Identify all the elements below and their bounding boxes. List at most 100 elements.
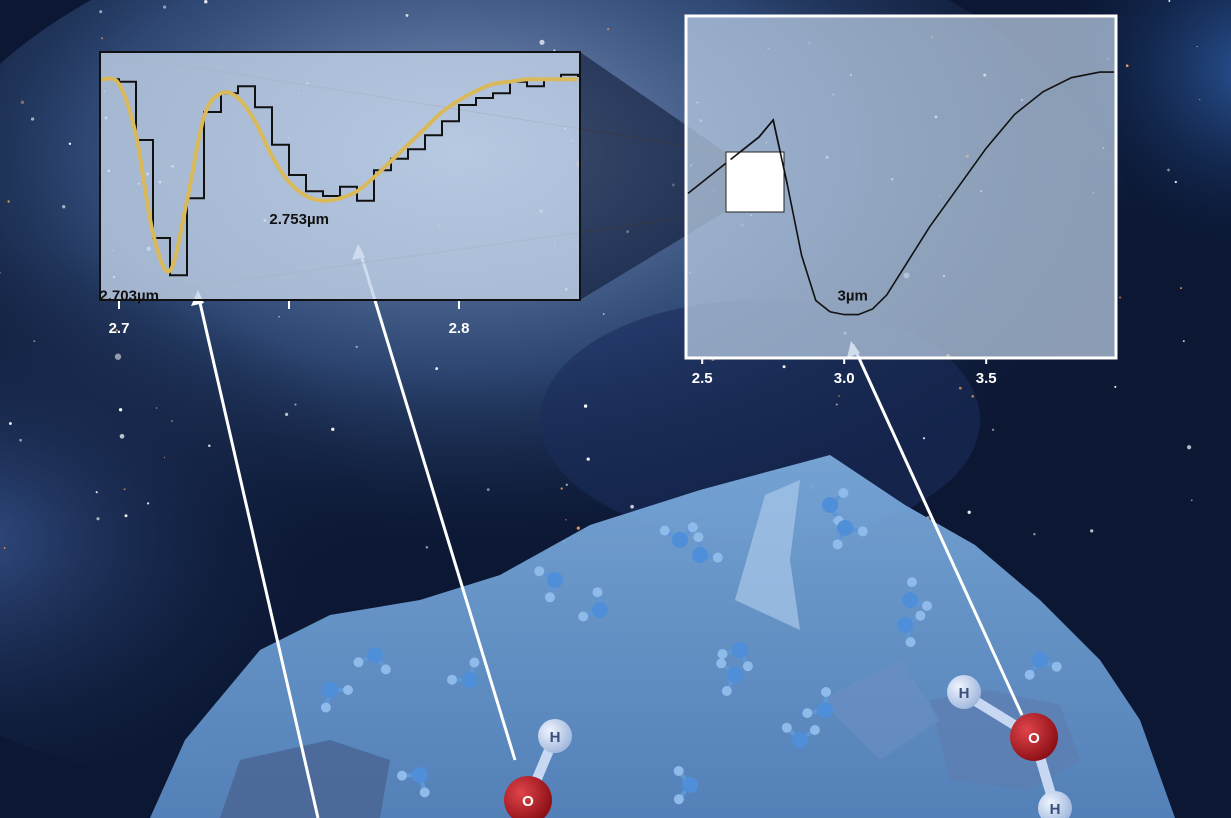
oxygen-atom <box>504 776 552 818</box>
mini-molecule-atom <box>462 672 478 688</box>
star <box>560 487 563 490</box>
star <box>285 412 289 416</box>
star <box>586 457 590 461</box>
mini-molecule-atom <box>832 539 843 550</box>
zoom-wedge <box>580 52 725 300</box>
star <box>991 428 995 431</box>
star <box>208 444 211 447</box>
mini-molecule-atom <box>578 611 589 622</box>
star <box>20 100 25 105</box>
oxygen-label: O <box>522 793 534 810</box>
star <box>1174 180 1177 184</box>
star <box>115 328 118 332</box>
zoom-box <box>725 151 785 213</box>
mini-molecule-atom <box>721 686 732 696</box>
mini-molecule-atom <box>817 702 833 718</box>
mini-molecule-atom <box>897 617 913 633</box>
mini-molecule-atom <box>1024 669 1035 680</box>
star <box>1167 168 1170 172</box>
star <box>62 205 66 209</box>
hydrogen-label: H <box>959 685 970 702</box>
star <box>602 313 605 315</box>
mini-molecule-atom <box>792 732 808 748</box>
star <box>838 395 840 397</box>
star <box>155 407 158 409</box>
oxygen-label: O <box>1028 730 1040 747</box>
inset-panel: 2.703µm 2.753µm 2.7 2.8 <box>99 51 581 337</box>
mini-molecule-atom <box>592 602 608 618</box>
mini-molecule-atom <box>447 674 457 685</box>
tick-label: 3.0 <box>834 370 855 387</box>
star <box>68 142 72 145</box>
star <box>958 386 962 390</box>
inset-x-axis: 2.7 2.8 <box>109 301 469 337</box>
star <box>204 0 208 4</box>
mini-molecule-atom <box>682 777 698 793</box>
arrow-line-2703 <box>196 293 320 818</box>
mini-molecule-atom <box>838 488 849 498</box>
star <box>565 483 568 486</box>
star <box>0 272 1 274</box>
star <box>539 39 545 45</box>
star <box>565 519 567 521</box>
water-molecule-right: H H O <box>947 675 1072 818</box>
star <box>123 488 126 491</box>
star <box>782 365 786 369</box>
star <box>1196 45 1198 48</box>
star <box>19 438 22 442</box>
star <box>1090 529 1094 533</box>
mini-molecule-atom <box>673 794 684 805</box>
star <box>3 547 6 549</box>
hydrogen-atom <box>1038 791 1072 818</box>
hydrogen-label: H <box>550 729 561 746</box>
mini-molecule-atom <box>380 664 391 675</box>
star <box>33 340 36 342</box>
ice-facet <box>220 740 390 818</box>
ice-facet <box>735 480 800 630</box>
star <box>124 514 128 518</box>
small-molecules <box>320 488 1062 805</box>
mini-molecule-atom <box>1032 652 1048 668</box>
star <box>1182 340 1185 343</box>
mini-molecule-atom <box>419 787 430 798</box>
mini-molecule-atom <box>659 525 670 536</box>
spectrum-line-zoomed-segment <box>730 118 789 186</box>
mini-molecule-atom <box>545 592 555 603</box>
mini-molecule-atom <box>322 682 338 698</box>
inset-data-line <box>102 73 579 277</box>
mini-molecule-atom <box>343 685 353 695</box>
annotation-2753um: 2.753µm <box>269 211 329 228</box>
star <box>30 117 35 121</box>
ice-facet <box>820 660 940 760</box>
mini-molecule-atom <box>837 520 853 536</box>
inset-fit-curve <box>101 76 578 274</box>
full-spectrum-panel: 3µm 2.5 3.0 3.5 <box>684 14 1118 387</box>
star <box>1033 533 1036 536</box>
star <box>1199 98 1201 101</box>
full-x-axis: 2.5 3.0 3.5 <box>692 358 997 387</box>
star <box>101 37 103 40</box>
star <box>8 422 12 425</box>
star <box>425 546 429 549</box>
mini-molecule-atom <box>727 667 743 683</box>
star <box>1114 385 1117 388</box>
mini-molecule-atom <box>672 532 688 548</box>
tick-label: 2.7 <box>109 320 130 337</box>
star <box>95 491 98 494</box>
star <box>146 502 150 505</box>
mini-molecule-atom <box>822 497 838 513</box>
mini-molecule-atom <box>712 552 723 563</box>
mini-molecule-atom <box>905 637 916 648</box>
star <box>294 403 297 406</box>
mini-molecule-atom <box>906 577 917 588</box>
tick-label: 2.5 <box>692 370 713 387</box>
tick-label: 3.5 <box>976 370 997 387</box>
star <box>576 526 580 530</box>
mini-molecule-atom <box>716 658 727 669</box>
mini-molecule-atom <box>534 566 545 577</box>
mini-molecule-atom <box>353 657 364 668</box>
star <box>405 13 409 17</box>
annotation-2703um: 2.703µm <box>99 287 159 304</box>
star <box>1186 445 1192 450</box>
